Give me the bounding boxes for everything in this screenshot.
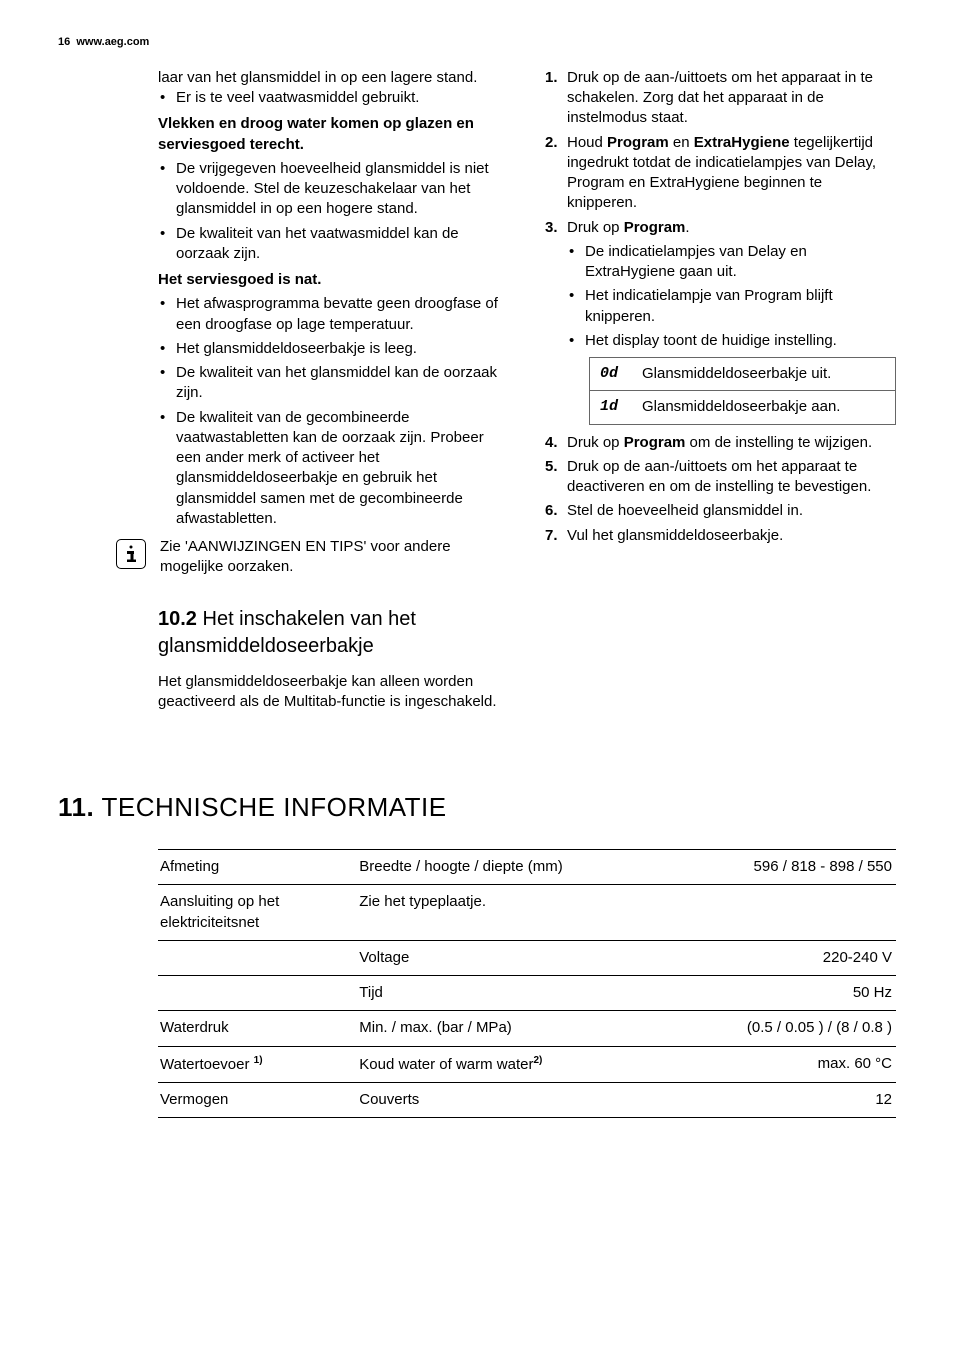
chapter-heading: 11. TECHNISCHE INFORMATIE [58, 790, 896, 825]
display-code: 0d [600, 364, 630, 384]
table-row: VermogenCouverts12 [158, 1082, 896, 1117]
bullet-item: De kwaliteit van de gecombineerde vaatwa… [176, 408, 509, 530]
section-number: 10.2 [158, 608, 197, 630]
step-text: Druk op de aan-/uittoets om het apparaat… [567, 69, 873, 127]
page-header: 16 www.aeg.com [58, 35, 896, 50]
bullet-item: Het glansmiddeldoseerbakje is leeg. [176, 339, 509, 359]
technical-info-table: AfmetingBreedte / hoogte / diepte (mm)59… [158, 849, 896, 1118]
sub-bullet: Het indicatielampje van Program blijft k… [585, 286, 896, 327]
display-desc: Glansmiddeldoseerbakje uit. [642, 364, 885, 384]
spec-value: (0.5 / 0.05 ) / (8 / 0.8 ) [652, 1011, 896, 1046]
bullet-item: Er is te veel vaatwasmiddel gebruikt. [176, 88, 509, 108]
spec-label [158, 940, 357, 975]
header-url: www.aeg.com [76, 36, 149, 48]
two-column-layout: laar van het glansmiddel in op een lager… [58, 68, 896, 712]
spec-desc: Breedte / hoogte / diepte (mm) [357, 850, 652, 885]
info-text: Zie 'AANWIJZINGEN EN TIPS' voor andere m… [160, 537, 509, 578]
spec-desc: Min. / max. (bar / MPa) [357, 1011, 652, 1046]
spec-value: 12 [652, 1082, 896, 1117]
step-item: 3. Druk op Program. De indicatielampjes … [567, 218, 896, 425]
table-row: Voltage220-240 V [158, 940, 896, 975]
table-row: AfmetingBreedte / hoogte / diepte (mm)59… [158, 850, 896, 885]
spec-label [158, 976, 357, 1011]
sub-heading: Vlekken en droog water komen op glazen e… [158, 114, 509, 155]
step-item: 5.Druk op de aan-/uittoets om het appara… [567, 457, 896, 498]
info-icon [116, 539, 146, 569]
step-text: Druk op de aan-/uittoets om het apparaat… [567, 458, 871, 495]
step-item: 1.Druk op de aan-/uittoets om het appara… [567, 68, 896, 129]
spec-desc: Zie het typeplaatje. [357, 885, 652, 941]
spec-label: Watertoevoer 1) [158, 1046, 357, 1082]
bullet-item: De vrijgegeven hoeveelheid glansmiddel i… [176, 159, 509, 220]
section-heading: 10.2 Het inschakelen van het glansmiddel… [158, 606, 509, 660]
step-item: 4. Druk op Program om de instelling te w… [567, 433, 896, 453]
display-code-table: 0d Glansmiddeldoseerbakje uit. 1d Glansm… [589, 357, 896, 425]
bullet-item: Het afwasprogramma bevatte geen droogfas… [176, 294, 509, 335]
spec-value [652, 885, 896, 941]
step-item: 2. Houd Program en ExtraHygiene tegelijk… [567, 133, 896, 214]
chapter-title: TECHNISCHE INFORMATIE [101, 792, 446, 822]
step-text: Druk op Program. [567, 219, 690, 236]
info-callout: Zie 'AANWIJZINGEN EN TIPS' voor andere m… [158, 537, 509, 578]
sub-bullet: Het display toont de huidige instelling. [585, 331, 896, 351]
table-row: Aansluiting op het elektriciteitsnetZie … [158, 885, 896, 941]
bullet-item: De kwaliteit van het vaatwasmiddel kan d… [176, 224, 509, 265]
step-text: Stel de hoeveelheid glansmiddel in. [567, 502, 803, 519]
table-row: Tijd50 Hz [158, 976, 896, 1011]
step-text: Druk op Program om de instelling te wijz… [567, 434, 872, 451]
sub-heading: Het serviesgoed is nat. [158, 270, 509, 290]
spec-desc: Couverts [357, 1082, 652, 1117]
spec-label: Afmeting [158, 850, 357, 885]
step-text: Vul het glansmiddeldoseerbakje. [567, 527, 783, 544]
table-row: Watertoevoer 1)Koud water of warm water2… [158, 1046, 896, 1082]
chapter-number: 11. [58, 792, 94, 822]
section-title: Het inschakelen van het glansmiddeldosee… [158, 608, 416, 657]
spec-value: 50 Hz [652, 976, 896, 1011]
spec-value: max. 60 °C [652, 1046, 896, 1082]
spec-label: Aansluiting op het elektriciteitsnet [158, 885, 357, 941]
right-column: 1.Druk op de aan-/uittoets om het appara… [545, 68, 896, 712]
sub-bullet: De indicatielampjes van Delay en ExtraHy… [585, 242, 896, 283]
spec-desc: Koud water of warm water2) [357, 1046, 652, 1082]
intro-fragment: laar van het glansmiddel in op een lager… [158, 68, 509, 88]
spec-desc: Tijd [357, 976, 652, 1011]
step-text: Houd Program en ExtraHygiene tegelijkert… [567, 134, 876, 212]
bullet-item: De kwaliteit van het glansmiddel kan de … [176, 363, 509, 404]
table-row: 0d Glansmiddeldoseerbakje uit. [590, 358, 895, 391]
display-code: 1d [600, 397, 630, 417]
step-item: 6.Stel de hoeveelheid glansmiddel in. [567, 501, 896, 521]
spec-value: 220-240 V [652, 940, 896, 975]
table-row: WaterdrukMin. / max. (bar / MPa)(0.5 / 0… [158, 1011, 896, 1046]
step-item: 7.Vul het glansmiddeldoseerbakje. [567, 526, 896, 546]
spec-label: Vermogen [158, 1082, 357, 1117]
table-row: 1d Glansmiddeldoseerbakje aan. [590, 391, 895, 423]
spec-label: Waterdruk [158, 1011, 357, 1046]
display-desc: Glansmiddeldoseerbakje aan. [642, 397, 885, 417]
section-paragraph: Het glansmiddeldoseerbakje kan alleen wo… [158, 672, 509, 713]
left-column: laar van het glansmiddel in op een lager… [58, 68, 509, 712]
page-number: 16 [58, 36, 70, 48]
spec-value: 596 / 818 - 898 / 550 [652, 850, 896, 885]
spec-desc: Voltage [357, 940, 652, 975]
